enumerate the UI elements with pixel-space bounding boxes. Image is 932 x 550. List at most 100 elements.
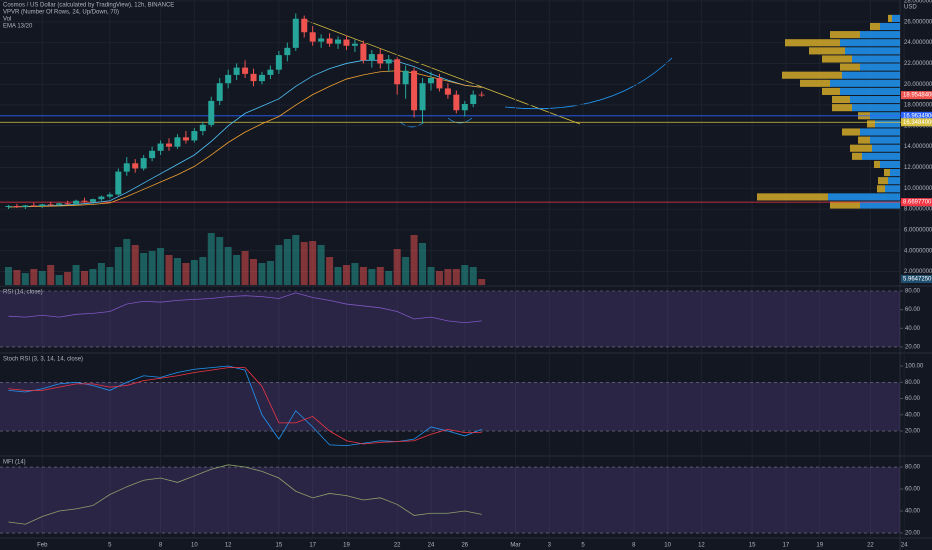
candle-body (427, 78, 434, 84)
volume-bar (72, 265, 80, 285)
volume-bar (13, 270, 21, 285)
y-tick-label: 20.00 (905, 345, 921, 351)
candle-body (436, 78, 443, 89)
chart-title: Cosmos / US Dollar (calculated by Tradin… (3, 3, 174, 9)
x-tick-label: Feb (37, 543, 48, 549)
volume-bar (182, 263, 190, 285)
volume-bar (461, 265, 469, 285)
vpvr-down (782, 71, 842, 79)
candle-body (140, 158, 147, 169)
y-tick-label: 12.0000000 (904, 165, 932, 171)
vpvr-up (880, 160, 900, 169)
volume-bar (47, 265, 55, 285)
vpvr-down (870, 22, 880, 31)
x-tick-label: 17 (309, 543, 316, 549)
vpvr-down (822, 55, 852, 63)
volume-bar (326, 257, 334, 285)
volume-bar (207, 233, 215, 285)
x-tick-label: 5 (108, 543, 112, 549)
vpvr-up (845, 47, 900, 55)
candle-body (377, 54, 384, 64)
y-tick-label: 26.0000000 (904, 19, 932, 25)
vpvr-up (852, 104, 900, 112)
vpvr-up (852, 55, 900, 63)
y-tick-label: 40.00 (905, 509, 921, 515)
panel-title: RSI (14, close) (3, 290, 43, 296)
volume-bar (292, 235, 300, 285)
candle-body (64, 203, 71, 205)
panel-title: Stoch RSI (3, 3, 14, 14, close) (3, 357, 83, 363)
volume-bar (241, 251, 249, 285)
vpvr-up (870, 136, 900, 144)
y-tick-label: 14.0000000 (904, 144, 932, 150)
volume-bar (165, 255, 173, 285)
candle-body (225, 74, 232, 84)
volume-bar (199, 257, 207, 285)
volume-bar (190, 260, 198, 285)
price-line-label-box (901, 118, 932, 127)
band-fill (0, 382, 900, 432)
vpvr-up (872, 144, 900, 152)
vpvr-down (830, 31, 860, 39)
candle-body (453, 94, 460, 111)
x-tick-label: 12 (225, 543, 232, 549)
vpvr-up (860, 31, 900, 39)
candle-body (343, 39, 350, 46)
y-tick-label: 80.00 (905, 465, 921, 471)
volume-bar (4, 267, 12, 285)
candle-body (30, 205, 37, 207)
volume-bar (114, 247, 122, 285)
volume-bar (123, 239, 131, 285)
indicator-line (8, 292, 482, 324)
volume-bar (140, 253, 148, 285)
x-tick-label: 10 (664, 543, 671, 549)
x-tick-label: 22 (867, 543, 874, 549)
candle-body (157, 143, 164, 151)
volume-bar (317, 245, 325, 285)
candle-body (470, 94, 477, 105)
x-tick-label: 24 (428, 543, 435, 549)
y-tick-label: 16.0000000 (904, 123, 932, 129)
vpvr-down (852, 152, 862, 160)
x-tick-label: 26 (461, 543, 468, 549)
volume-bar (469, 267, 477, 285)
last-price-label-box (901, 91, 932, 100)
vpvr-down (809, 47, 845, 55)
candle-body (385, 59, 392, 64)
y-tick-label: 24.0000000 (904, 40, 932, 46)
volume-last-label: 5.9647250 (903, 277, 932, 283)
volume-bar (385, 271, 393, 285)
candle-body (39, 204, 46, 206)
volume-bar (427, 267, 435, 285)
vpvr-up (862, 152, 900, 160)
volume-bar (106, 267, 114, 285)
volume-bar (410, 235, 418, 285)
y-tick-label: 8.0000000 (904, 207, 932, 213)
vpvr-down (830, 201, 860, 209)
volume-bar (148, 251, 156, 285)
volume-bar (89, 269, 97, 285)
candle-body (242, 67, 249, 74)
candle-body (123, 163, 130, 172)
volume-bar (376, 267, 384, 285)
candle-body (326, 38, 333, 44)
y-tick-label: 20.00 (905, 531, 921, 537)
x-tick-label: 10 (191, 543, 198, 549)
candle-body (301, 18, 308, 33)
vpvr-down (757, 193, 828, 201)
candle-body (351, 43, 358, 46)
y-tick-label: 40.00 (905, 326, 921, 332)
candle-body (56, 203, 63, 205)
volume-bar (81, 271, 89, 285)
volume-bar (351, 263, 359, 285)
candle-body (402, 70, 409, 85)
y-tick-label: 18.0000000 (904, 103, 932, 109)
candle-body (309, 32, 316, 42)
trendline (304, 19, 581, 125)
drawn-arc (399, 121, 425, 128)
y-tick-label: 20.0000000 (904, 82, 932, 88)
vpvr-up (880, 22, 900, 31)
candle-body (208, 100, 215, 125)
y-tick-label: 22.0000000 (904, 61, 932, 67)
candle-body (22, 205, 29, 207)
